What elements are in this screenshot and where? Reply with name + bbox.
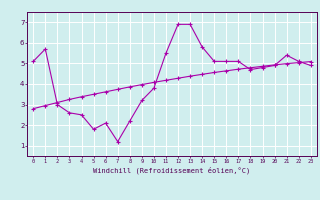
- X-axis label: Windchill (Refroidissement éolien,°C): Windchill (Refroidissement éolien,°C): [93, 167, 251, 174]
